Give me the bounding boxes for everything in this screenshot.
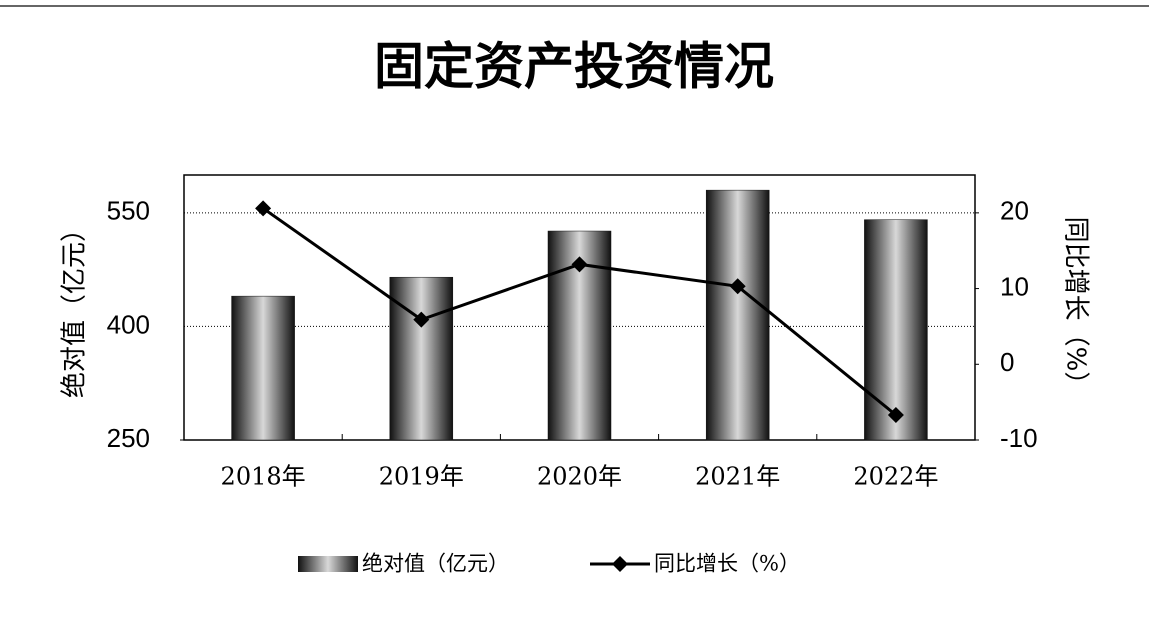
chart-title: 固定资产投资情况 xyxy=(374,38,774,96)
y2-tick-label: 10 xyxy=(1000,271,1029,301)
x-tick-label: 2021年 xyxy=(695,463,780,491)
y-tick-label: 400 xyxy=(107,309,150,339)
marker xyxy=(729,278,746,295)
y-tick-label: 250 xyxy=(107,423,150,453)
marker xyxy=(887,407,904,424)
x-tick-label: 2020年 xyxy=(537,463,622,491)
bar xyxy=(705,189,770,441)
legend-marker xyxy=(612,556,628,572)
y-axis-label: 绝对值（亿元） xyxy=(60,216,90,398)
x-tick-label: 2022年 xyxy=(853,463,938,491)
x-tick-label: 2019年 xyxy=(379,463,464,491)
legend-label: 同比增长（%） xyxy=(654,552,800,576)
y-tick-label: 550 xyxy=(107,196,150,226)
bar xyxy=(864,219,928,441)
y2-axis-label: 同比增长（%） xyxy=(1061,217,1091,398)
bar xyxy=(389,276,454,441)
y2-tick-label: 20 xyxy=(1000,196,1029,226)
marker xyxy=(571,256,588,273)
x-tick-label: 2018年 xyxy=(221,463,306,491)
bar xyxy=(231,295,295,441)
y2-tick-label: -10 xyxy=(1000,423,1038,453)
legend-swatch xyxy=(298,556,358,572)
legend-label: 绝对值（亿元） xyxy=(362,552,509,576)
marker xyxy=(413,311,430,328)
y2-tick-label: 0 xyxy=(1000,347,1014,377)
marker xyxy=(255,200,272,217)
